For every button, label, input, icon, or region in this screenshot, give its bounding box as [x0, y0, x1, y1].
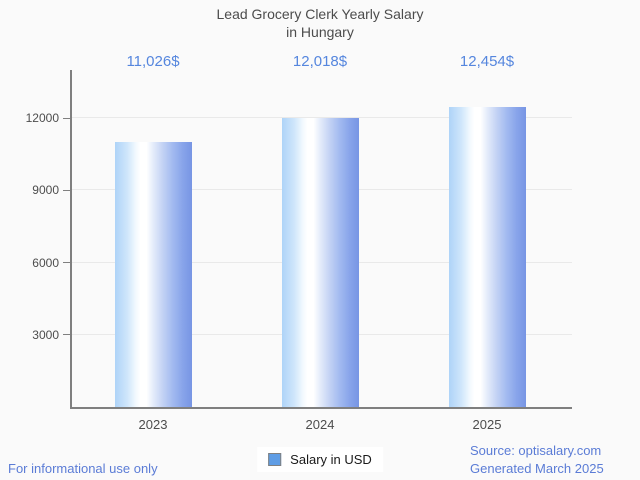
x-axis-label-2025: 2025: [472, 417, 502, 432]
chart-title: Lead Grocery Clerk Yearly Salary in Hung…: [0, 5, 640, 41]
y-axis-tick-9000: 9000: [0, 183, 70, 197]
bar-2025: [449, 107, 526, 407]
bar-2024: [282, 117, 359, 407]
value-label-2024: 12,018$: [292, 53, 348, 70]
y-axis-tick-3000: 3000: [0, 328, 70, 342]
tick-mark: [63, 117, 70, 119]
disclaimer-note: For informational use only: [8, 461, 158, 476]
tick-mark: [63, 262, 70, 264]
source-text: Source: optisalary.com: [470, 443, 602, 458]
generated-text: Generated March 2025: [470, 460, 604, 476]
plot-area: [70, 70, 572, 409]
tick-mark: [63, 189, 70, 191]
chart-title-line2: in Hungary: [286, 24, 354, 40]
legend: Salary in USD: [257, 447, 383, 472]
x-axis-label-2024: 2024: [305, 417, 335, 432]
y-axis: 3000 6000 9000 12000: [0, 70, 70, 407]
source-block: Source: optisalary.com Generated March 2…: [470, 442, 604, 477]
y-axis-tick-label: 6000: [32, 255, 59, 270]
y-axis-tick-label: 3000: [32, 327, 59, 342]
y-axis-tick-label: 9000: [32, 183, 59, 198]
x-axis-label-2023: 2023: [138, 417, 168, 432]
gridline-12000: [72, 117, 572, 119]
bar-2023: [115, 141, 192, 407]
tick-mark: [63, 334, 70, 336]
y-axis-tick-label: 12000: [25, 111, 59, 126]
chart-title-line1: Lead Grocery Clerk Yearly Salary: [216, 6, 424, 22]
legend-label: Salary in USD: [290, 452, 372, 467]
value-label-2023: 11,026$: [126, 53, 180, 70]
value-label-2025: 12,454$: [459, 53, 515, 70]
legend-swatch: [268, 453, 282, 466]
y-axis-tick-12000: 12000: [0, 111, 70, 125]
y-axis-tick-6000: 6000: [0, 256, 70, 270]
